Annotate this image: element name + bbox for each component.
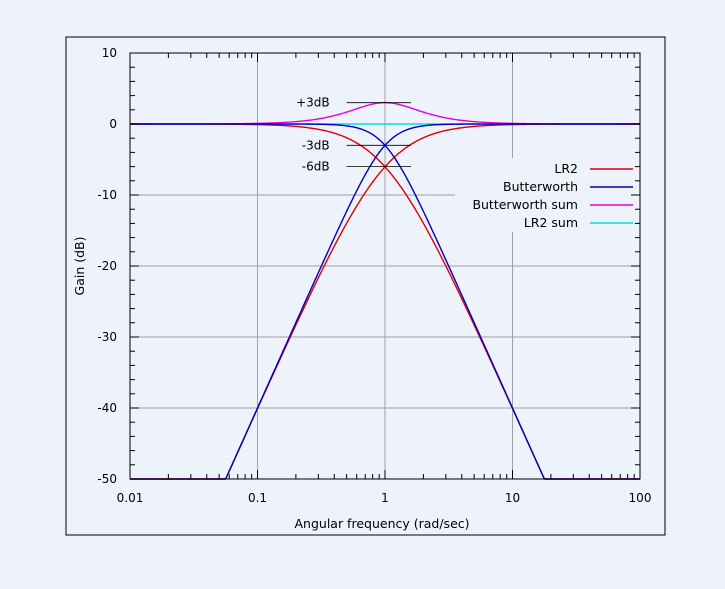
x-tick-label: 0.01 <box>117 491 144 505</box>
legend-label: LR2 sum <box>524 215 578 230</box>
x-tick-label: 100 <box>629 491 652 505</box>
y-tick-label: -50 <box>97 472 117 486</box>
annotation-label: -3dB <box>302 138 330 152</box>
annotations: +3dB -3dB -6dB <box>296 96 412 174</box>
y-tick-label: 10 <box>102 46 117 60</box>
y-tick-label: -20 <box>97 259 117 273</box>
x-axis-label: Angular frequency (rad/sec) <box>294 516 469 531</box>
x-tick-label: 1 <box>381 491 389 505</box>
legend: LR2 Butterworth Butterworth sum LR2 sum <box>472 161 633 230</box>
legend-label: LR2 <box>554 161 578 176</box>
annotation-label: -6dB <box>302 160 330 174</box>
y-tick-label: 0 <box>109 117 117 131</box>
y-tick-label: -40 <box>97 401 117 415</box>
y-tick-label: -10 <box>97 188 117 202</box>
x-tick-label: 10 <box>505 491 520 505</box>
chart-frame <box>65 36 666 536</box>
annotation-label: +3dB <box>296 96 330 110</box>
x-tick-label: 0.1 <box>248 491 267 505</box>
y-axis-label: Gain (dB) <box>72 237 87 296</box>
y-tick-label: -30 <box>97 330 117 344</box>
legend-label: Butterworth sum <box>472 197 578 212</box>
legend-label: Butterworth <box>503 179 578 194</box>
